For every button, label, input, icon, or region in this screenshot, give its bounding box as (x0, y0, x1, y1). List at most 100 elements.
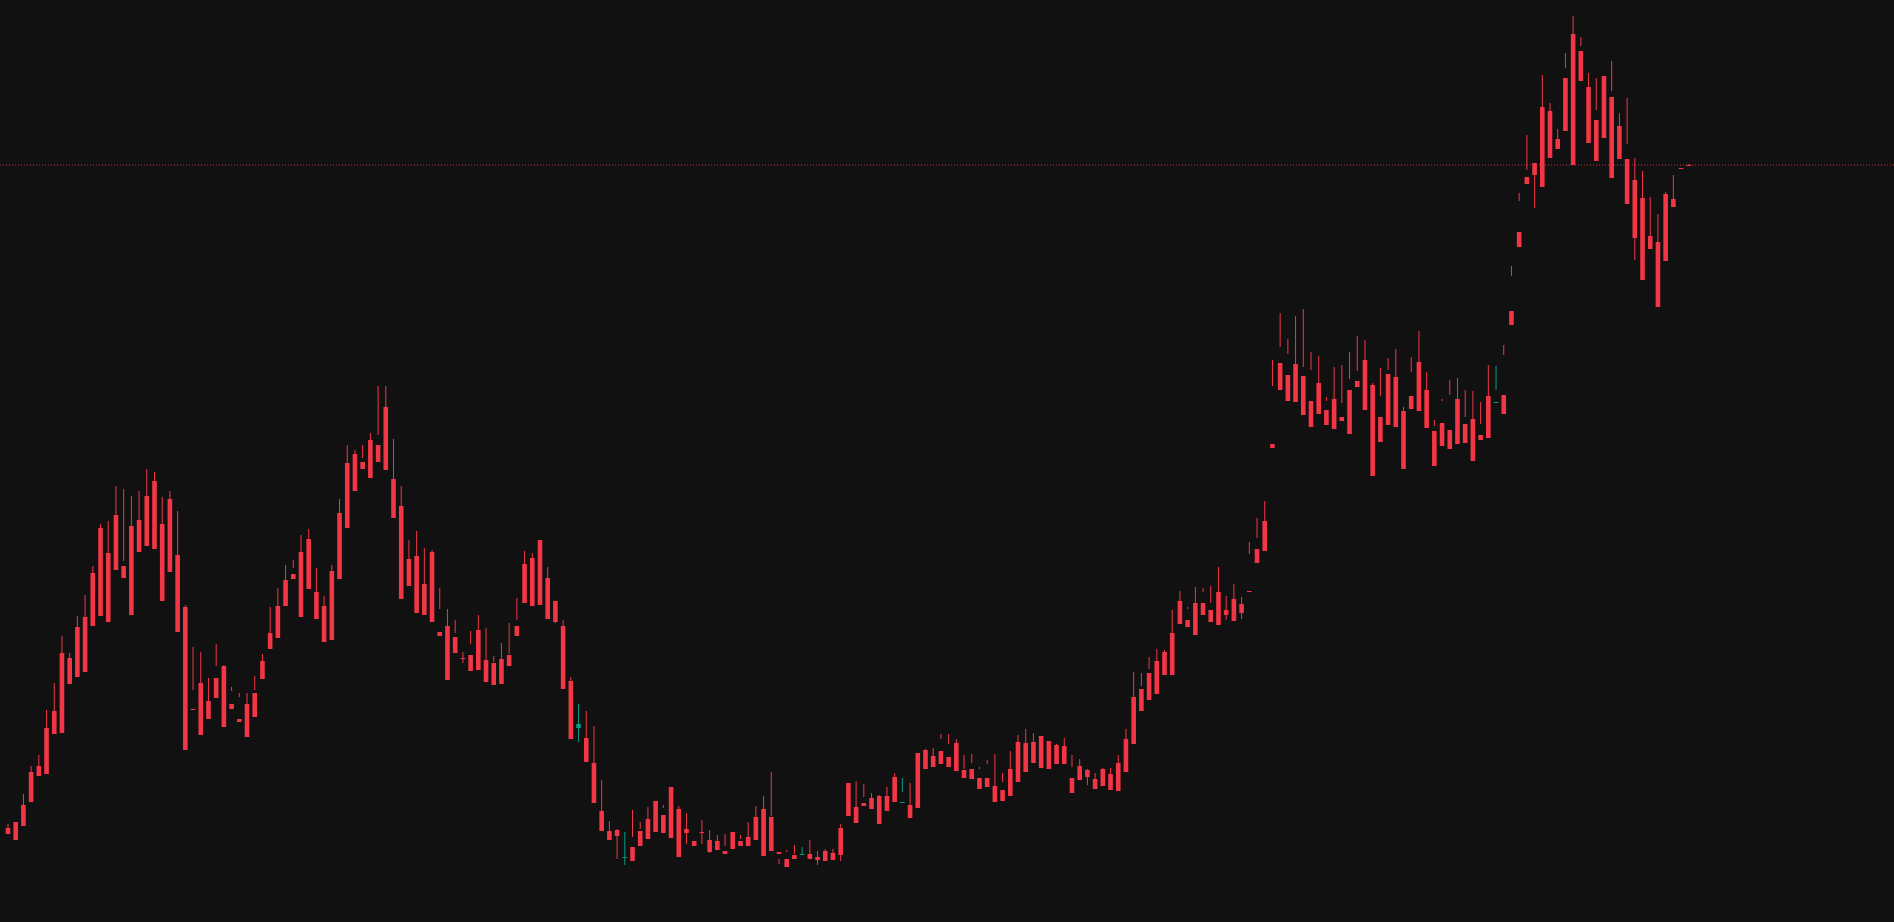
candle (892, 773, 897, 802)
candle (560, 620, 566, 689)
candle-body (1547, 111, 1553, 158)
candle-body (1578, 51, 1584, 81)
candle-body (753, 817, 759, 840)
candle-body (1532, 163, 1537, 175)
candle-body (1162, 652, 1167, 675)
candle (1316, 356, 1321, 414)
candle (1678, 168, 1684, 169)
candle-body (375, 445, 381, 462)
candle (1347, 352, 1352, 434)
candle (244, 693, 250, 737)
candle (722, 834, 728, 854)
candle (838, 824, 843, 861)
candle (1208, 586, 1214, 622)
candle (1015, 735, 1021, 782)
candle-body (121, 566, 126, 578)
candle-body (237, 719, 242, 722)
candle (853, 781, 859, 823)
candle (1285, 339, 1291, 401)
candle (707, 830, 712, 853)
candle-body (1193, 603, 1198, 635)
candle-body (159, 524, 165, 601)
candle-body (699, 832, 705, 833)
candle-body (1501, 395, 1507, 414)
candle (483, 628, 489, 682)
candle-body (529, 558, 535, 606)
candle-body (1054, 745, 1059, 764)
candle-body (846, 783, 851, 816)
candle-body (668, 787, 674, 838)
candle-body (553, 601, 558, 622)
candle-body (1123, 739, 1129, 772)
candle (753, 806, 759, 840)
candle (1401, 407, 1406, 469)
candle (1223, 596, 1229, 620)
candle (1586, 73, 1591, 143)
candle-body (1100, 769, 1106, 786)
candle (961, 755, 967, 778)
candle (1501, 345, 1507, 414)
candle-body (391, 479, 396, 518)
candle (1486, 365, 1491, 438)
candle (553, 601, 558, 623)
candle (792, 845, 797, 859)
candle-body (437, 632, 443, 636)
candle-body (915, 753, 921, 808)
candle-body (59, 653, 65, 733)
candle (1216, 567, 1221, 625)
candle-body (1617, 126, 1622, 159)
candle-body (1516, 232, 1522, 247)
candle-body (599, 811, 604, 831)
candle-body (1593, 120, 1599, 161)
candle (969, 754, 975, 779)
candle-body (1393, 377, 1399, 427)
candle-body (969, 769, 975, 779)
candle (915, 753, 921, 808)
candle (529, 553, 535, 606)
candle-body (206, 701, 211, 719)
candle (398, 486, 404, 599)
candle-body (676, 809, 682, 857)
candle (59, 636, 65, 733)
candle (36, 755, 42, 776)
candle-body (514, 626, 520, 636)
candle-body (105, 553, 111, 622)
candle-body (637, 831, 643, 846)
candle (668, 787, 674, 838)
candle-body (491, 663, 497, 685)
candle-body (1640, 198, 1645, 280)
candle-body (275, 606, 281, 638)
candle (630, 810, 635, 861)
candle-body (961, 770, 967, 778)
candle-body (28, 772, 34, 802)
candle (1532, 163, 1537, 208)
candle-body (13, 822, 19, 840)
candle (121, 489, 126, 578)
candle (1162, 650, 1167, 675)
candle (1617, 113, 1622, 159)
candle (1069, 755, 1075, 793)
candle-body (198, 683, 204, 735)
candle (954, 739, 959, 771)
candle-body (630, 847, 635, 861)
candle (267, 607, 273, 649)
candle-body (1316, 383, 1321, 414)
candle (368, 433, 373, 478)
candle (28, 766, 34, 802)
candle (375, 386, 381, 462)
candle-body (653, 801, 658, 832)
candle (183, 605, 188, 750)
candle-body (136, 520, 142, 552)
candle (1139, 673, 1144, 711)
candle (75, 616, 80, 677)
candle (1131, 672, 1136, 744)
candle-body (822, 851, 828, 861)
candle-body (82, 617, 88, 672)
candle (1686, 164, 1692, 166)
candle-body (1000, 790, 1005, 801)
candle-body (715, 841, 720, 850)
candle (1154, 649, 1160, 694)
candle (591, 726, 597, 803)
